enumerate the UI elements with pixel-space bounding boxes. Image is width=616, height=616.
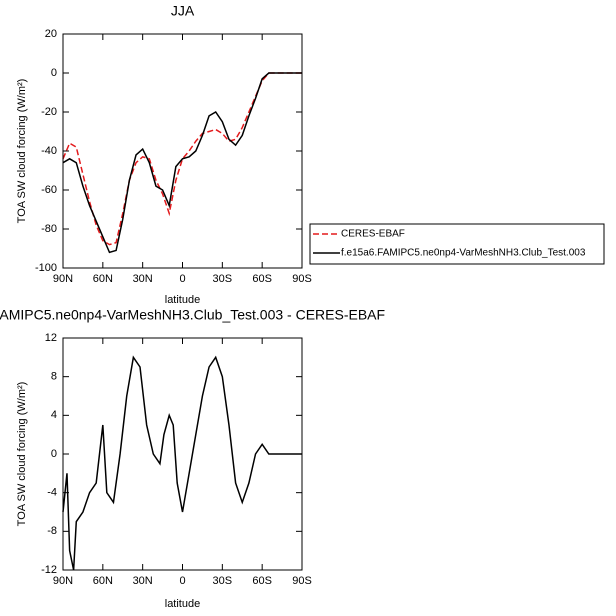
x-tick-label: 90N bbox=[53, 575, 73, 587]
x-tick-label: 30S bbox=[213, 575, 233, 587]
x-tick-label: 60S bbox=[252, 575, 272, 587]
y-tick-label: -100 bbox=[35, 262, 57, 274]
y-axis-label: TOA SW cloud forcing (W/m²) bbox=[16, 382, 28, 527]
y-tick-label: -20 bbox=[41, 106, 57, 118]
legend-label: f.e15a6.FAMIPC5.ne0np4-VarMeshNH3.Club_T… bbox=[341, 248, 586, 259]
y-tick-label: 0 bbox=[51, 448, 57, 460]
plot-frame bbox=[62, 337, 303, 571]
line-series bbox=[62, 355, 302, 571]
x-tick-label: 60N bbox=[93, 273, 113, 285]
line-series bbox=[62, 72, 302, 254]
y-axis-label: TOA SW cloud forcing (W/m²) bbox=[16, 79, 28, 224]
y-tick-label: -8 bbox=[47, 525, 57, 537]
x-tick-label: 60S bbox=[252, 273, 272, 285]
x-tick-label: 0 bbox=[179, 575, 185, 587]
y-tick-label: -40 bbox=[41, 145, 57, 157]
x-tick-label: 90S bbox=[292, 273, 312, 285]
x-tick-label: 30S bbox=[213, 273, 233, 285]
line-series bbox=[62, 72, 302, 246]
y-tick-label: -60 bbox=[41, 184, 57, 196]
plot-frame bbox=[62, 33, 303, 269]
y-tick-label: 12 bbox=[45, 332, 57, 344]
chart-title: 6.FAMIPC5.ne0np4-VarMeshNH3.Club_Test.00… bbox=[0, 307, 385, 323]
x-axis-label: latitude bbox=[165, 598, 200, 610]
x-tick-label: 0 bbox=[179, 273, 185, 285]
x-tick-label: 90S bbox=[292, 575, 312, 587]
x-axis-label: latitude bbox=[165, 294, 200, 306]
y-tick-label: 4 bbox=[51, 409, 57, 421]
y-tick-label: 0 bbox=[51, 67, 57, 79]
x-tick-label: 60N bbox=[93, 575, 113, 587]
chart-title: JJA bbox=[171, 3, 195, 19]
y-tick-label: -80 bbox=[41, 223, 57, 235]
x-tick-label: 90N bbox=[53, 273, 73, 285]
y-tick-label: 20 bbox=[45, 28, 57, 40]
y-tick-label: -4 bbox=[47, 487, 57, 499]
x-tick-label: 30N bbox=[133, 575, 153, 587]
x-tick-label: 30N bbox=[133, 273, 153, 285]
y-tick-label: -12 bbox=[41, 564, 57, 576]
legend-label: CERES-EBAF bbox=[341, 229, 405, 240]
y-tick-label: 8 bbox=[51, 371, 57, 383]
legend-box bbox=[309, 223, 605, 265]
